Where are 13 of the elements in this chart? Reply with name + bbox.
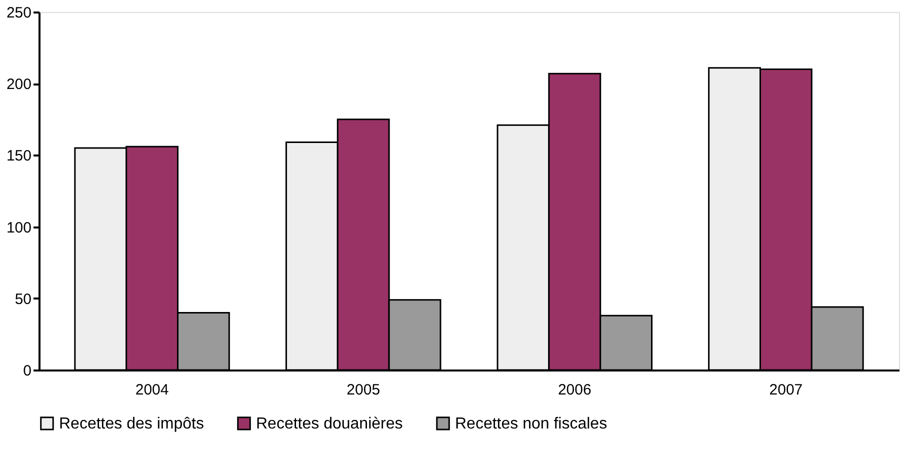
y-tick-label: 100 bbox=[6, 219, 32, 236]
x-tick-label: 2005 bbox=[346, 382, 380, 398]
y-tick-label: 50 bbox=[14, 290, 32, 308]
legend-label: Recettes non fiscales bbox=[455, 415, 608, 432]
x-tick-label: 2007 bbox=[769, 382, 803, 398]
legend-label: Recettes douanières bbox=[256, 415, 403, 432]
x-tick-label: 2006 bbox=[558, 382, 592, 398]
y-tick-label: 150 bbox=[6, 148, 32, 165]
legend-label: Recettes des impôts bbox=[59, 415, 204, 432]
y-tick-label: 0 bbox=[23, 362, 32, 380]
y-tick-label: 200 bbox=[6, 76, 32, 94]
y-tick-label: 250 bbox=[6, 4, 32, 22]
x-tick-label: 2004 bbox=[135, 382, 169, 398]
